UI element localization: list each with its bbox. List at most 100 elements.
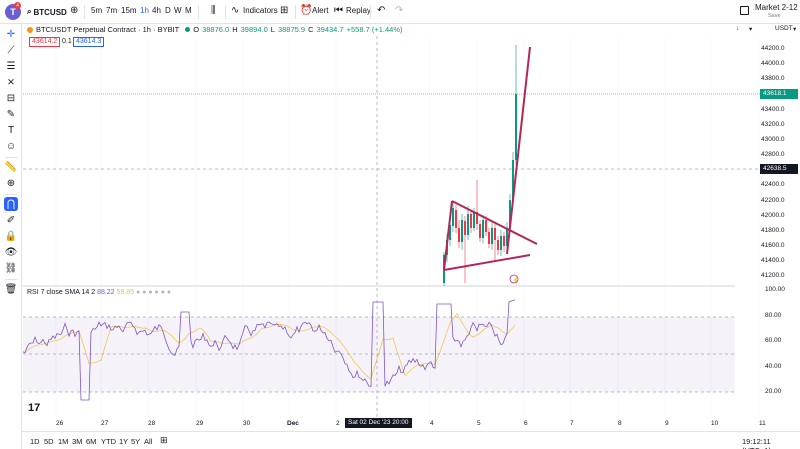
scale-down-icon[interactable]: ↓ <box>736 25 740 32</box>
price-scale-label: 41200.0 <box>761 272 785 280</box>
candle-body <box>476 212 478 224</box>
magnet-icon[interactable]: ⋂ <box>4 197 18 211</box>
undo-icon[interactable]: ↶ <box>377 5 386 16</box>
notification-badge: 4 <box>14 2 21 9</box>
lock-icon[interactable]: 🔒 <box>4 230 18 242</box>
buy-price-button[interactable]: 43614.3 <box>73 37 105 47</box>
redo-icon[interactable]: ↷ <box>395 5 404 16</box>
legend-title[interactable]: BTCUSDT Perpetual Contract · 1h · BYBIT <box>36 25 180 34</box>
rsi-sma-value: 59.85 <box>116 289 135 296</box>
interval-1h[interactable]: 1h <box>140 6 149 15</box>
price-scale-label: 42800.0 <box>761 151 785 159</box>
interval-d[interactable]: D <box>165 6 171 15</box>
triangle-upper-trendline[interactable] <box>451 200 538 245</box>
layout-name[interactable]: Market 2-12 <box>755 3 798 12</box>
indicators-icon[interactable]: ∿ <box>231 5 240 16</box>
rsi-band-background <box>23 317 735 392</box>
brush-icon[interactable]: ✎ <box>6 108 16 120</box>
utc-clock[interactable]: 19:12:11 (UTC+1) <box>742 437 771 449</box>
ruler-icon[interactable]: 📏 <box>4 161 18 173</box>
range-5d[interactable]: 5D <box>44 437 54 446</box>
candle-body <box>458 228 460 242</box>
range-6m[interactable]: 6M <box>86 437 97 446</box>
symbol-search-button[interactable]: ⌕ BTCUSD <box>27 4 69 20</box>
event-marker-glyph: ⚡ <box>512 276 519 284</box>
chart-type-icon[interactable]: ⫼ <box>211 5 216 16</box>
triangle-lower-trendline[interactable] <box>443 254 531 271</box>
range-all[interactable]: All <box>144 437 153 446</box>
fib-retracement-icon[interactable]: ☰ <box>6 60 16 72</box>
sell-price-button[interactable]: 43614.2 <box>29 37 61 47</box>
triangle-base-line[interactable] <box>443 200 453 271</box>
rsi-name: RSI <box>27 289 39 296</box>
price-scale-header: ↓ ▾ USDT ▾ <box>735 25 800 35</box>
current-price-tag: 43618.1 <box>760 89 798 99</box>
market-status-icon <box>185 27 191 32</box>
layout-checkbox-icon[interactable] <box>740 6 749 15</box>
trend-line-icon[interactable]: ⟋ <box>7 44 15 56</box>
interval-m[interactable]: M <box>185 6 192 15</box>
forecast-icon[interactable]: ⊟ <box>6 92 16 104</box>
low-label: L <box>270 25 275 34</box>
emoji-icon[interactable]: ☺ <box>5 140 17 152</box>
time-scale-label: 26 <box>56 420 64 427</box>
rsi-value: 88.22 <box>97 289 115 296</box>
range-1m[interactable]: 1M <box>58 437 69 446</box>
candle-body <box>455 210 457 228</box>
rsi-settings-dots: ● ● ● ● ● ● <box>136 289 172 296</box>
avatar-letter: T <box>10 7 16 17</box>
layout-save-status: Save <box>768 13 781 19</box>
stay-in-drawing-icon[interactable]: ✐ <box>6 214 16 226</box>
alert-button[interactable]: Alert <box>312 6 329 15</box>
time-scale-label: 30 <box>243 420 251 427</box>
time-scale-label: 8 <box>618 420 622 427</box>
range-5y[interactable]: 5Y <box>131 437 141 446</box>
interval-7m[interactable]: 7m <box>106 6 118 15</box>
replay-icon[interactable]: ⏮ <box>334 5 343 16</box>
drawing-toolbar: ✛ ⟋ ☰ ⨯ ⊟ ✎ T ☺ 📏 ⊕ ⋂ ✐ 🔒 👁 ⛓ 🗑 <box>0 24 22 449</box>
high-label: H <box>232 25 238 34</box>
time-scale-label: 29 <box>196 420 204 427</box>
price-scale-label: 43200.0 <box>761 120 785 128</box>
crosshair-icon[interactable]: ✛ <box>6 28 16 40</box>
time-scale-label: 27 <box>101 420 109 427</box>
currency-selector[interactable]: USDT <box>775 25 793 32</box>
scale-settings-icon[interactable]: ▾ <box>749 26 753 33</box>
rsi-legend[interactable]: RSI 7 close SMA 14 2 88.22 59.85 ● ● ● ●… <box>27 289 171 296</box>
interval-5m[interactable]: 5m <box>91 6 103 15</box>
price-scale-label: 42400.0 <box>761 181 785 189</box>
pattern-icon[interactable]: ⨯ <box>6 76 16 88</box>
range-3m[interactable]: 3M <box>72 437 83 446</box>
date-range-icon[interactable]: ⊞ <box>160 435 168 445</box>
interval-15m[interactable]: 15m <box>121 6 137 15</box>
currency-chevron-icon[interactable]: ▾ <box>793 26 797 33</box>
interval-4h[interactable]: 4h <box>152 6 161 15</box>
price-scale-label: 41800.0 <box>761 226 785 234</box>
templates-icon[interactable]: ⊞ <box>280 5 289 16</box>
trash-icon[interactable]: 🗑 <box>4 283 18 295</box>
candle-body <box>494 228 496 240</box>
candle-body <box>512 160 514 200</box>
time-scale-label: 6 <box>524 420 528 427</box>
range-ytd[interactable]: YTD <box>101 437 116 446</box>
link-icon[interactable]: ⛓ <box>4 262 18 274</box>
btc-coin-icon <box>27 26 33 33</box>
range-1d[interactable]: 1D <box>30 437 40 446</box>
alert-clock-icon[interactable]: ⏰ <box>300 5 313 16</box>
range-1y[interactable]: 1Y <box>119 437 129 446</box>
time-scale-label: Dec <box>287 420 299 427</box>
zoom-in-icon[interactable]: ⊕ <box>6 177 16 189</box>
candle-body <box>500 236 502 250</box>
add-symbol-icon[interactable]: ⊕ <box>70 5 79 16</box>
indicators-button[interactable]: Indicators <box>243 6 278 15</box>
price-scale-label: 44000.0 <box>761 60 785 68</box>
text-icon[interactable]: T <box>7 124 15 136</box>
interval-w[interactable]: W <box>174 6 182 15</box>
breakout-projection-line[interactable] <box>506 46 531 255</box>
event-marker-icon[interactable] <box>509 274 519 284</box>
symbol-label: BTCUSD <box>33 7 67 17</box>
eye-icon[interactable]: 👁 <box>4 246 18 258</box>
replay-button[interactable]: Replay <box>346 6 371 15</box>
rsi-line <box>22 299 516 401</box>
